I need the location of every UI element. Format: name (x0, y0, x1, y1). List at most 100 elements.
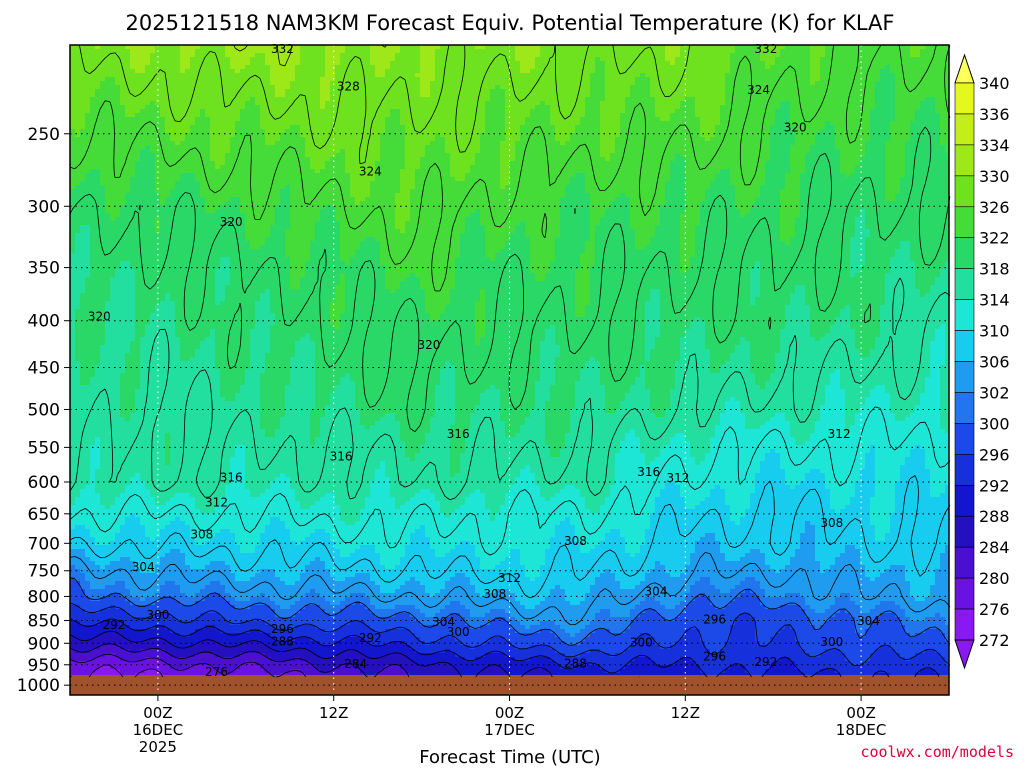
field-cell (875, 85, 880, 89)
field-cell (150, 129, 155, 133)
field-cell (270, 85, 275, 89)
field-cell (770, 57, 775, 61)
field-cell (810, 153, 815, 157)
field-cell (310, 65, 315, 69)
field-cell (615, 121, 620, 125)
field-cell (245, 49, 250, 53)
field-cell (305, 69, 310, 73)
field-cell (560, 65, 565, 69)
field-cell (595, 149, 600, 153)
field-cell (820, 61, 825, 65)
field-cell (690, 69, 695, 73)
field-cell (875, 141, 880, 145)
field-cell (500, 153, 505, 157)
field-cell (75, 117, 80, 121)
field-cell (110, 85, 115, 89)
field-cell (385, 69, 390, 73)
field-cell (590, 85, 595, 89)
field-cell (245, 129, 250, 133)
field-cell (310, 49, 315, 53)
field-cell (890, 113, 895, 117)
field-cell (325, 129, 330, 133)
field-cell (875, 137, 880, 141)
field-cell (865, 125, 870, 129)
field-cell (75, 141, 80, 145)
field-cell (350, 97, 355, 101)
field-cell (725, 61, 730, 65)
field-cell (255, 113, 260, 117)
field-cell (200, 129, 205, 133)
field-cell (725, 145, 730, 149)
field-cell (595, 77, 600, 81)
field-cell (805, 89, 810, 93)
field-cell (920, 49, 925, 53)
field-cell (340, 117, 345, 121)
field-cell (560, 141, 565, 145)
field-cell (550, 73, 555, 77)
field-cell (295, 117, 300, 121)
field-cell (90, 105, 95, 109)
field-cell (325, 153, 330, 157)
field-cell (150, 141, 155, 145)
field-cell (390, 93, 395, 97)
field-cell (190, 61, 195, 65)
field-cell (570, 65, 575, 69)
field-cell (530, 69, 535, 73)
field-cell (130, 97, 135, 101)
field-cell (455, 109, 460, 113)
field-cell (610, 81, 615, 85)
field-cell (795, 105, 800, 109)
field-cell (940, 153, 945, 157)
field-cell (395, 105, 400, 109)
field-cell (880, 61, 885, 65)
field-cell (305, 77, 310, 81)
field-cell (225, 125, 230, 129)
field-cell (430, 141, 435, 145)
field-cell (690, 109, 695, 113)
field-cell (375, 49, 380, 53)
field-cell (625, 109, 630, 113)
field-cell (80, 133, 85, 137)
field-cell (410, 133, 415, 137)
field-cell (255, 141, 260, 145)
field-cell (185, 81, 190, 85)
field-cell (570, 61, 575, 65)
field-cell (560, 125, 565, 129)
field-cell (755, 65, 760, 69)
field-cell (855, 101, 860, 105)
field-cell (540, 145, 545, 149)
field-cell (345, 153, 350, 157)
field-cell (535, 97, 540, 101)
field-cell (710, 109, 715, 113)
field-cell (190, 113, 195, 117)
field-cell (705, 61, 710, 65)
field-cell (195, 125, 200, 129)
field-cell (225, 153, 230, 157)
field-cell (130, 53, 135, 57)
field-cell (520, 77, 525, 81)
field-cell (310, 153, 315, 157)
field-cell (185, 125, 190, 129)
field-cell (545, 53, 550, 57)
field-cell (165, 157, 170, 161)
field-cell (325, 105, 330, 109)
field-cell (235, 73, 240, 77)
field-cell (660, 109, 665, 113)
field-cell (590, 101, 595, 105)
field-cell (915, 73, 920, 77)
field-cell (465, 73, 470, 77)
field-cell (735, 105, 740, 109)
field-cell (195, 105, 200, 109)
field-cell (580, 49, 585, 53)
field-cell (325, 89, 330, 93)
field-cell (135, 101, 140, 105)
field-cell (750, 101, 755, 105)
field-cell (515, 53, 520, 57)
field-cell (180, 77, 185, 81)
field-cell (810, 69, 815, 73)
field-cell (905, 69, 910, 73)
field-cell (275, 141, 280, 145)
field-cell (885, 113, 890, 117)
field-cell (900, 61, 905, 65)
field-cell (940, 61, 945, 65)
